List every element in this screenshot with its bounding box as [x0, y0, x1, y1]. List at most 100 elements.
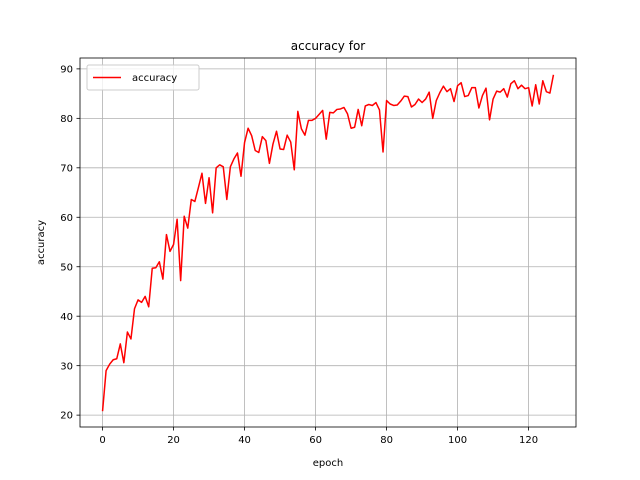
data-point: [457, 85, 458, 86]
x-tick-label: 40: [238, 435, 251, 446]
data-point: [322, 110, 323, 111]
data-point: [336, 109, 337, 110]
data-point: [439, 92, 440, 93]
data-point: [173, 244, 174, 245]
data-point: [180, 280, 181, 281]
data-point: [411, 106, 412, 107]
data-point: [347, 113, 348, 114]
data-point: [187, 228, 188, 229]
y-tick-label: 40: [60, 312, 73, 323]
data-point: [482, 95, 483, 96]
data-point: [241, 176, 242, 177]
data-point: [510, 83, 511, 84]
data-point: [390, 104, 391, 105]
x-axis-label: epoch: [313, 458, 343, 469]
data-point: [393, 105, 394, 106]
series-line-accuracy: [101, 74, 555, 412]
data-point: [248, 128, 249, 129]
data-point: [312, 120, 313, 121]
grid: [80, 58, 576, 427]
data-point: [535, 84, 536, 85]
data-point: [539, 104, 540, 105]
data-point: [301, 128, 302, 129]
data-point: [450, 88, 451, 89]
y-axis-label: accuracy: [36, 220, 47, 265]
x-tick-label: 120: [519, 435, 538, 446]
data-point: [354, 127, 355, 128]
data-point: [145, 296, 146, 297]
y-tick-label: 90: [60, 64, 73, 75]
data-point: [294, 169, 295, 170]
data-point: [418, 99, 419, 100]
data-point: [478, 107, 479, 108]
data-point: [493, 99, 494, 100]
data-point: [343, 107, 344, 108]
data-point: [521, 85, 522, 86]
chart-title: accuracy for: [291, 39, 366, 53]
data-point: [280, 149, 281, 150]
data-point: [138, 299, 139, 300]
data-point: [194, 201, 195, 202]
plot-frame: [79, 57, 577, 428]
data-point: [237, 152, 238, 153]
data-point: [400, 101, 401, 102]
x-tick-label: 100: [448, 435, 467, 446]
data-point: [205, 203, 206, 204]
data-point: [397, 104, 398, 105]
data-point: [549, 93, 550, 94]
data-point: [468, 95, 469, 96]
data-point: [326, 139, 327, 140]
legend-box: [86, 64, 200, 91]
data-point: [532, 105, 533, 106]
data-point: [269, 163, 270, 164]
data-point: [130, 338, 131, 339]
data-point: [383, 151, 384, 152]
data-point: [290, 142, 291, 143]
data-point: [432, 118, 433, 119]
x-tick-label: 0: [99, 435, 105, 446]
y-tick-label: 20: [60, 411, 73, 422]
data-point: [109, 364, 110, 365]
data-point: [517, 88, 518, 89]
data-point: [422, 102, 423, 103]
y-tick-label: 70: [60, 163, 73, 174]
data-point: [162, 279, 163, 280]
legend: accuracy: [86, 64, 200, 91]
data-point: [120, 343, 121, 344]
data-point: [315, 118, 316, 119]
data-point: [223, 166, 224, 167]
data-point: [443, 86, 444, 87]
data-point: [283, 149, 284, 150]
data-point: [184, 216, 185, 217]
data-point: [425, 99, 426, 100]
data-point: [276, 131, 277, 132]
data-point: [471, 87, 472, 88]
data-point: [372, 105, 373, 106]
data-point: [414, 104, 415, 105]
data-point: [127, 332, 128, 333]
data-point: [198, 187, 199, 188]
y-tick-label: 30: [60, 361, 73, 372]
x-tick-label: 20: [167, 435, 180, 446]
data-point: [244, 142, 245, 143]
series-layer: [101, 74, 555, 412]
data-point: [134, 308, 135, 309]
data-point: [340, 108, 341, 109]
data-point: [209, 177, 210, 178]
y-tick-label: 60: [60, 213, 73, 224]
data-point: [116, 358, 117, 359]
data-point: [251, 135, 252, 136]
data-point: [500, 92, 501, 93]
data-point: [464, 96, 465, 97]
data-point: [230, 166, 231, 167]
data-point: [528, 87, 529, 88]
data-point: [436, 100, 437, 101]
data-point: [375, 102, 376, 103]
data-point: [333, 112, 334, 113]
data-point: [148, 306, 149, 307]
data-point: [308, 120, 309, 121]
data-point: [319, 114, 320, 115]
data-point: [233, 158, 234, 159]
data-point: [475, 87, 476, 88]
